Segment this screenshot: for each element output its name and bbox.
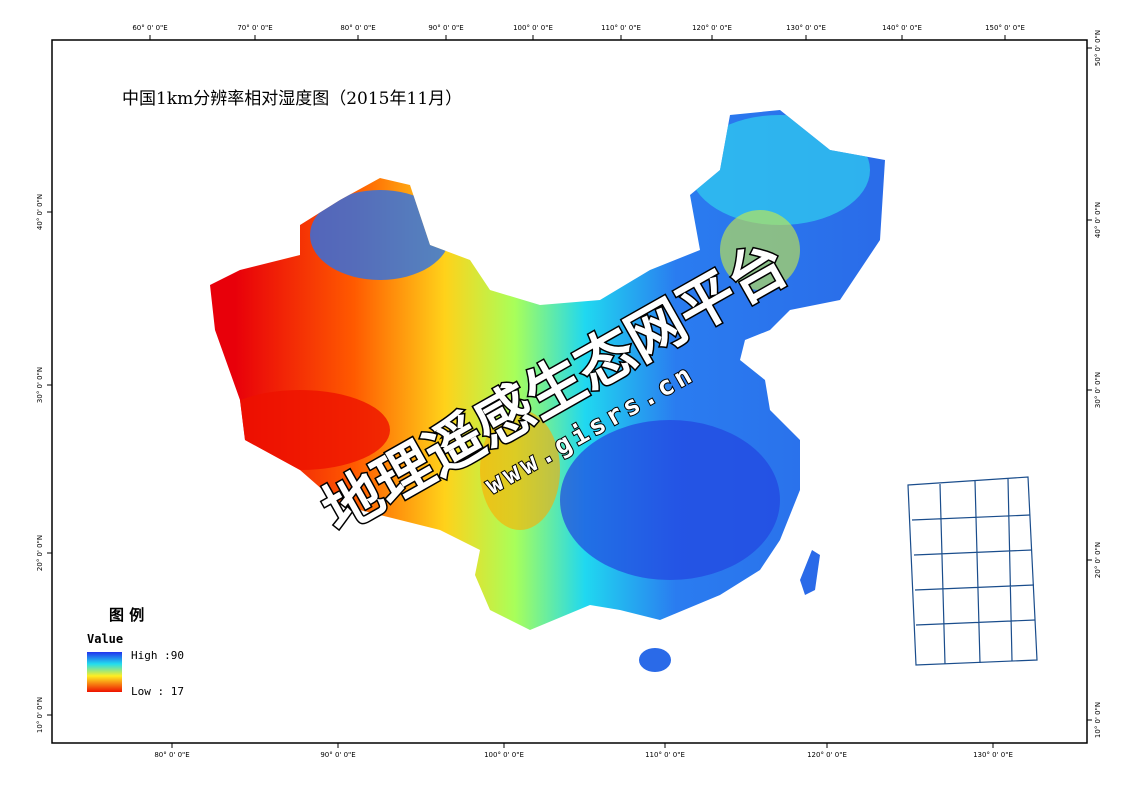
legend-colorbar: [87, 652, 122, 692]
graticule-label: 10° 0' 0"N: [1094, 702, 1102, 738]
legend-high: High :90: [131, 649, 184, 662]
graticule-label: 70° 0' 0"E: [237, 24, 272, 32]
graticule-label: 60° 0' 0"E: [132, 24, 167, 32]
map-frame: [51, 39, 1088, 744]
graticule-label: 30° 0' 0"N: [1094, 372, 1102, 408]
graticule-label: 110° 0' 0"E: [645, 751, 685, 759]
graticule-label: 130° 0' 0"E: [786, 24, 826, 32]
taiwan: [800, 550, 820, 595]
graticule-label: 90° 0' 0"E: [320, 751, 355, 759]
graticule-label: 40° 0' 0"N: [36, 194, 44, 230]
graticule-label: 50° 0' 0"N: [1094, 30, 1102, 66]
graticule-label: 80° 0' 0"E: [154, 751, 189, 759]
graticule-label: 30° 0' 0"N: [36, 367, 44, 403]
graticule-label: 140° 0' 0"E: [882, 24, 922, 32]
graticule-label: 10° 0' 0"N: [36, 697, 44, 733]
legend-low: Low : 17: [131, 685, 184, 698]
hainan: [639, 648, 671, 672]
map-title: 中国1km分辨率相对湿度图（2015年11月）: [122, 89, 462, 109]
graticule-label: 100° 0' 0"E: [484, 751, 524, 759]
graticule-label: 20° 0' 0"N: [1094, 542, 1102, 578]
south-china-sea-inset: [907, 476, 1038, 666]
graticule-label: 90° 0' 0"E: [428, 24, 463, 32]
graticule-label: 120° 0' 0"E: [807, 751, 847, 759]
legend-field: Value: [87, 632, 123, 646]
graticule-label: 80° 0' 0"E: [340, 24, 375, 32]
graticule-label: 120° 0' 0"E: [692, 24, 732, 32]
graticule-label: 110° 0' 0"E: [601, 24, 641, 32]
graticule-label: 150° 0' 0"E: [985, 24, 1025, 32]
graticule-label: 40° 0' 0"N: [1094, 202, 1102, 238]
graticule-label: 20° 0' 0"N: [36, 535, 44, 571]
graticule-label: 100° 0' 0"E: [513, 24, 553, 32]
legend-title: 图 例: [109, 606, 144, 624]
graticule-label: 130° 0' 0"E: [973, 751, 1013, 759]
